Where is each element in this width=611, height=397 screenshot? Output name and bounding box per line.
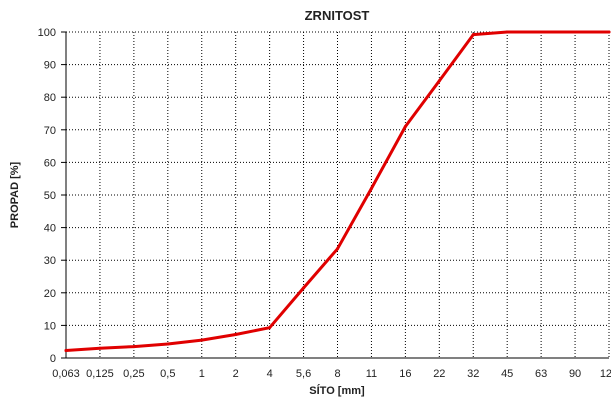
y-tick-label: 100 — [38, 27, 56, 39]
data-point — [403, 125, 407, 129]
data-point — [437, 79, 441, 83]
data-point — [166, 342, 170, 346]
y-tick-label: 30 — [44, 255, 56, 267]
y-tick-label: 60 — [44, 157, 56, 169]
y-tick-label: 40 — [44, 223, 56, 235]
grid — [61, 31, 610, 359]
x-tick-label: 22 — [433, 368, 445, 380]
y-tick-label: 20 — [44, 288, 56, 300]
x-tick-label: 1 — [199, 368, 205, 380]
chart-title: ZRNITOST — [305, 8, 370, 23]
data-point — [268, 326, 272, 330]
x-axis-ticks: 0,063 0,125 0,25 0,5 1 2 4 5,6 8 11 16 22 32 45 63 90 12… — [52, 368, 611, 380]
y-tick-label: 0 — [50, 353, 56, 365]
x-tick-label: 0,063 — [52, 368, 80, 380]
x-tick-label: 90 — [569, 368, 581, 380]
y-tick-label: 80 — [44, 92, 56, 104]
y-axis-ticks: 0 10 20 30 40 50 60 70 80 90 100 — [38, 27, 56, 365]
x-tick-label: 4 — [267, 368, 273, 380]
x-tick-label: 5,6 — [296, 368, 311, 380]
data-point — [302, 286, 306, 290]
y-tick-label: 70 — [44, 125, 56, 137]
x-tick-label: 0,125 — [86, 368, 114, 380]
y-tick-label: 50 — [44, 190, 56, 202]
x-axis-label: SÍTO [mm] — [309, 384, 365, 397]
y-tick-label: 90 — [44, 60, 56, 72]
data-point — [505, 30, 509, 34]
x-tick-label: 0,5 — [160, 368, 175, 380]
x-tick-label: 32 — [467, 368, 479, 380]
x-tick-label: 125 — [600, 368, 611, 380]
x-tick-label: 0,25 — [123, 368, 144, 380]
x-tick-label: 63 — [535, 368, 547, 380]
data-point — [64, 349, 68, 353]
data-point — [200, 338, 204, 342]
data-point — [607, 30, 611, 34]
y-tick-label: 10 — [44, 320, 56, 332]
x-tick-label: 16 — [399, 368, 411, 380]
x-tick-label: 2 — [233, 368, 239, 380]
data-point — [573, 30, 577, 34]
data-point — [539, 30, 543, 34]
data-point — [336, 247, 339, 251]
data-point — [471, 33, 475, 37]
data-point — [98, 346, 102, 350]
x-tick-label: 11 — [366, 368, 377, 380]
series-layer — [64, 30, 611, 353]
data-point — [132, 345, 136, 349]
x-tick-label: 8 — [334, 368, 340, 380]
data-point — [234, 333, 238, 337]
y-axis-label: PROPAD [%] — [9, 161, 21, 228]
x-tick-label: 45 — [501, 368, 513, 380]
data-point — [369, 186, 373, 190]
